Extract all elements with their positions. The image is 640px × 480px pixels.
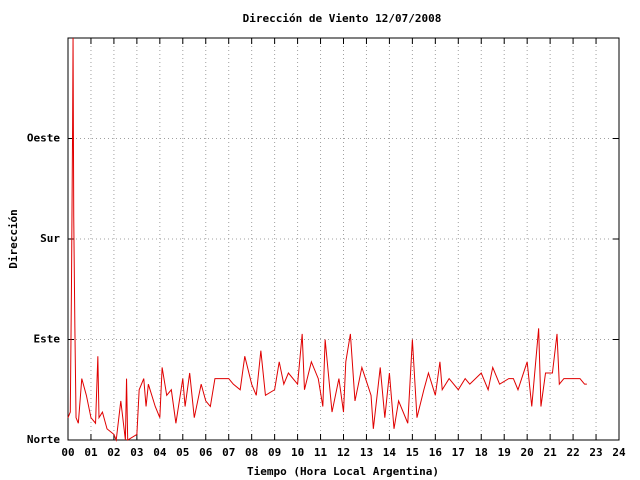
x-tick-label: 03 (130, 446, 143, 459)
x-tick-label: 07 (222, 446, 235, 459)
y-tick-label: Oeste (27, 132, 60, 145)
x-tick-label: 04 (153, 446, 167, 459)
x-axis-label: Tiempo (Hora Local Argentina) (247, 465, 439, 478)
x-tick-label: 17 (452, 446, 465, 459)
y-axis-label: Dirección (7, 209, 20, 269)
x-tick-label: 00 (61, 446, 74, 459)
x-tick-label: 05 (176, 446, 189, 459)
x-tick-label: 09 (268, 446, 281, 459)
x-tick-label: 23 (589, 446, 602, 459)
x-tick-label: 19 (498, 446, 511, 459)
x-tick-label: 20 (521, 446, 534, 459)
chart-title: Dirección de Viento 12/07/2008 (243, 12, 442, 25)
x-tick-label: 24 (612, 446, 626, 459)
x-tick-label: 15 (406, 446, 419, 459)
x-tick-label: 11 (314, 446, 328, 459)
x-tick-label: 10 (291, 446, 304, 459)
x-tick-label: 06 (199, 446, 213, 459)
y-tick-label: Sur (40, 232, 60, 245)
data-line (67, 37, 587, 442)
x-tick-label: 18 (475, 446, 488, 459)
x-tick-label: 21 (544, 446, 558, 459)
x-tick-label: 13 (360, 446, 373, 459)
x-tick-label: 22 (566, 446, 579, 459)
x-tick-label: 01 (84, 446, 98, 459)
plot-frame (67, 37, 620, 441)
x-tick-label: 14 (383, 446, 397, 459)
x-tick-label: 02 (107, 446, 120, 459)
y-tick-label: Norte (27, 433, 60, 446)
x-tick-label: 12 (337, 446, 350, 459)
x-tick-label: 08 (245, 446, 258, 459)
y-tick-label: Este (34, 333, 61, 346)
x-tick-label: 16 (429, 446, 443, 459)
